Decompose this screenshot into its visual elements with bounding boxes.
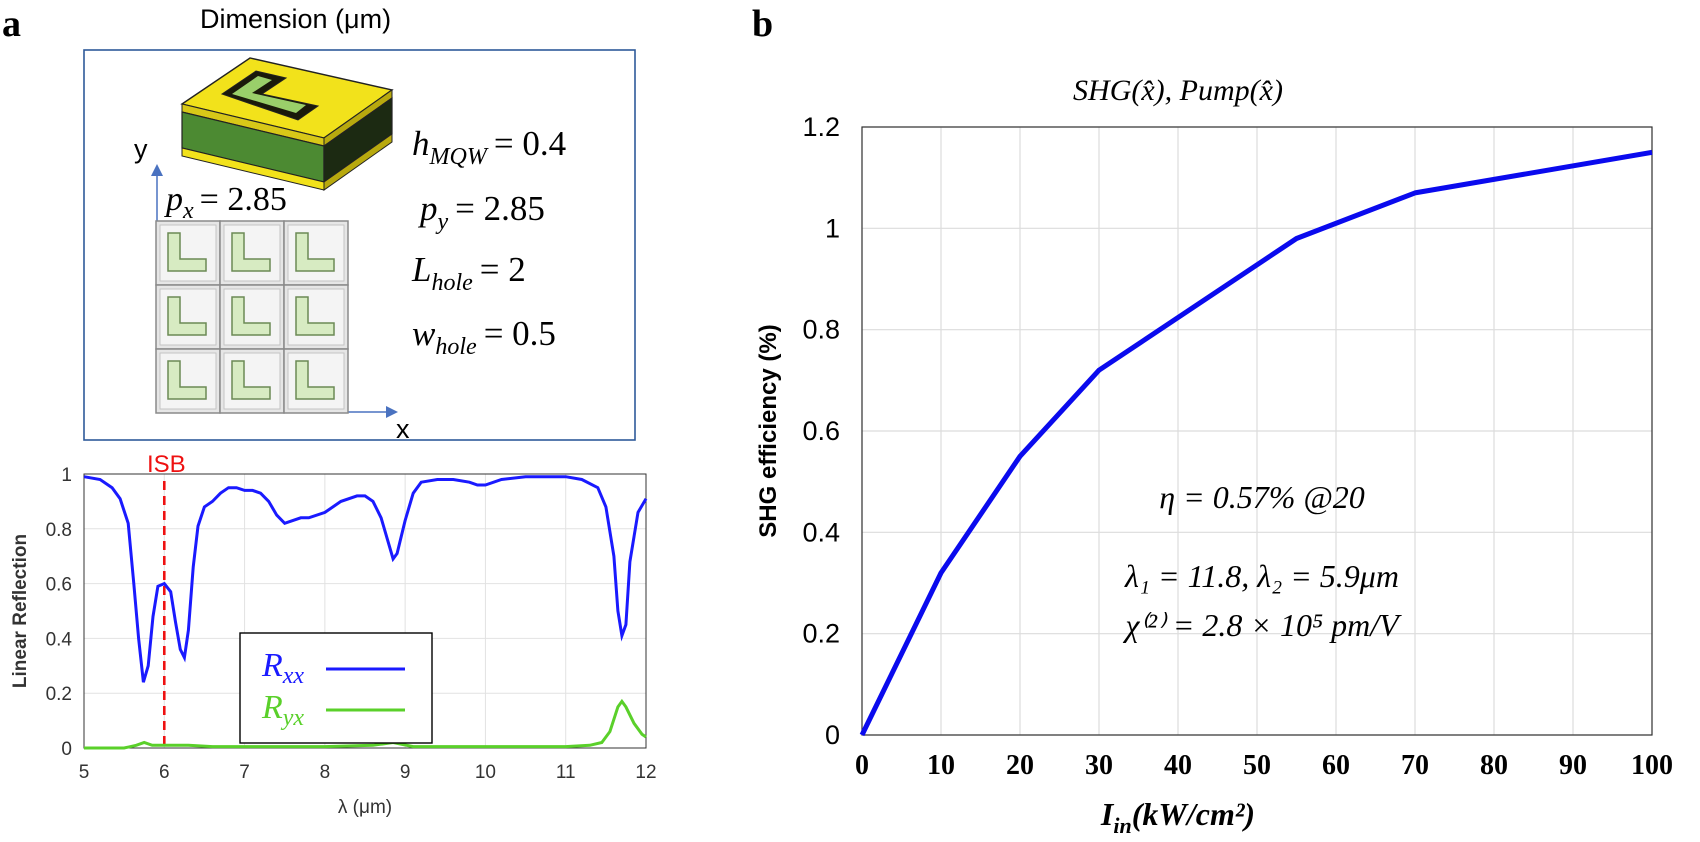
y-tick-label: 0.6 <box>802 416 840 446</box>
y-tick-label: 0 <box>825 720 840 750</box>
y-tick-label: 0.2 <box>802 619 840 649</box>
annotation-lambda: λ₁ = 11.8, λ₂ = 5.9μm <box>1124 558 1399 594</box>
dimension-title: Dimension (μm) <box>200 4 391 34</box>
shg-x-ticks: 0 10 20 30 40 50 60 70 80 90 100 <box>855 750 1673 781</box>
x-tick-label: 40 <box>1164 750 1192 781</box>
reflection-y-ticks: 0 0.2 0.4 0.6 0.8 1 <box>46 465 73 760</box>
y-tick-label: 0.8 <box>46 520 72 541</box>
x-tick-label: 6 <box>159 762 170 783</box>
shg-chart-title: SHG(x̂), Pump(x̂) <box>1073 74 1283 107</box>
reflection-chart: 0 0.2 0.4 0.6 0.8 1 5 6 7 8 9 10 11 12 Linear Reflec… <box>10 451 657 818</box>
reflection-y-axis-label: Linear Reflection <box>10 534 31 688</box>
lattice-cell <box>283 220 349 286</box>
x-tick-label: 10 <box>927 750 955 781</box>
reflection-x-ticks: 5 6 7 8 9 10 11 12 <box>79 762 657 783</box>
legend-label-rxx: Rxx <box>261 647 304 689</box>
x-tick-label: 7 <box>239 762 250 783</box>
annotation-eta: η = 0.57% @20 <box>1159 479 1365 515</box>
dimension-equation: whole = 0.5 <box>412 314 556 360</box>
legend-box <box>239 632 433 744</box>
y-tick-label: 1 <box>61 465 72 486</box>
isb-marker-label: ISB <box>147 451 186 478</box>
shg-efficiency-chart: 0 0.2 0.4 0.6 0.8 1 1.2 0 10 20 30 40 50 60 70 80 90 100… <box>755 112 1673 838</box>
reflection-plot-frame <box>83 473 647 749</box>
lattice-3x3 <box>155 220 349 414</box>
shg-y-ticks: 0 0.2 0.4 0.6 0.8 1 1.2 <box>802 112 840 750</box>
series-line-shg <box>859 149 1653 737</box>
y-tick-label: 1.2 <box>802 112 840 142</box>
dimension-equation: Lhole = 2 <box>411 250 526 296</box>
y-tick-label: 0 <box>61 739 72 760</box>
axis-x-label: x <box>396 414 410 444</box>
x-tick-label: 10 <box>475 762 496 783</box>
px-label: px = 2.85 <box>164 181 287 224</box>
y-tick-label: 0.6 <box>46 575 72 596</box>
x-tick-label: 100 <box>1631 750 1673 781</box>
x-tick-label: 70 <box>1401 750 1429 781</box>
shg-x-axis-label: Iin(kW/cm²) <box>1100 796 1255 837</box>
legend-label-ryx: Ryx <box>261 689 304 731</box>
panel-a-letter: a <box>2 3 21 45</box>
axis-y-label: y <box>134 134 148 164</box>
lattice-cell <box>219 348 285 414</box>
x-tick-label: 50 <box>1243 750 1271 781</box>
unit-cell-3d-illustration <box>180 57 394 191</box>
reflection-legend: Rxx Ryx <box>239 632 433 744</box>
x-tick-label: 5 <box>79 762 90 783</box>
lattice-cell <box>155 284 221 350</box>
shg-gridlines <box>861 126 1653 736</box>
x-tick-label: 12 <box>635 762 656 783</box>
series-line-rxx <box>83 475 648 683</box>
lattice-cell <box>219 220 285 286</box>
shg-y-axis-label: SHG efficiency (%) <box>755 324 782 537</box>
x-tick-label: 90 <box>1559 750 1587 781</box>
y-tick-label: 0.4 <box>802 517 840 547</box>
lattice-cell <box>283 348 349 414</box>
y-tick-label: 0.4 <box>46 629 73 650</box>
x-tick-label: 20 <box>1006 750 1034 781</box>
x-tick-label: 60 <box>1322 750 1350 781</box>
annotation-chi: χ⁽²⁾ = 2.8 × 10⁵ pm/V <box>1122 607 1402 643</box>
lattice-cell <box>155 220 221 286</box>
x-tick-label: 9 <box>400 762 411 783</box>
dimension-equation: py = 2.85 <box>417 189 545 235</box>
x-tick-label: 30 <box>1085 750 1113 781</box>
x-tick-label: 11 <box>556 762 576 783</box>
series-line-ryx <box>84 698 647 750</box>
dimension-list: hMQW = 0.4 py = 2.85 Lhole = 2 whole = 0.5 <box>411 124 566 360</box>
x-tick-label: 0 <box>855 750 869 781</box>
x-tick-label: 80 <box>1480 750 1508 781</box>
panel-b-letter: b <box>752 3 773 45</box>
y-tick-label: 0.8 <box>802 315 840 345</box>
dimension-equation: hMQW = 0.4 <box>412 124 566 170</box>
schematic-frame <box>83 49 636 441</box>
lattice-cell <box>219 284 285 350</box>
reflection-x-axis-label: λ (μm) <box>338 797 392 818</box>
lattice-cell <box>283 284 349 350</box>
lattice-cell <box>155 348 221 414</box>
y-tick-label: 0.2 <box>46 684 72 705</box>
y-tick-label: 1 <box>825 213 840 243</box>
shg-plot-frame <box>861 126 1653 736</box>
x-tick-label: 8 <box>320 762 331 783</box>
